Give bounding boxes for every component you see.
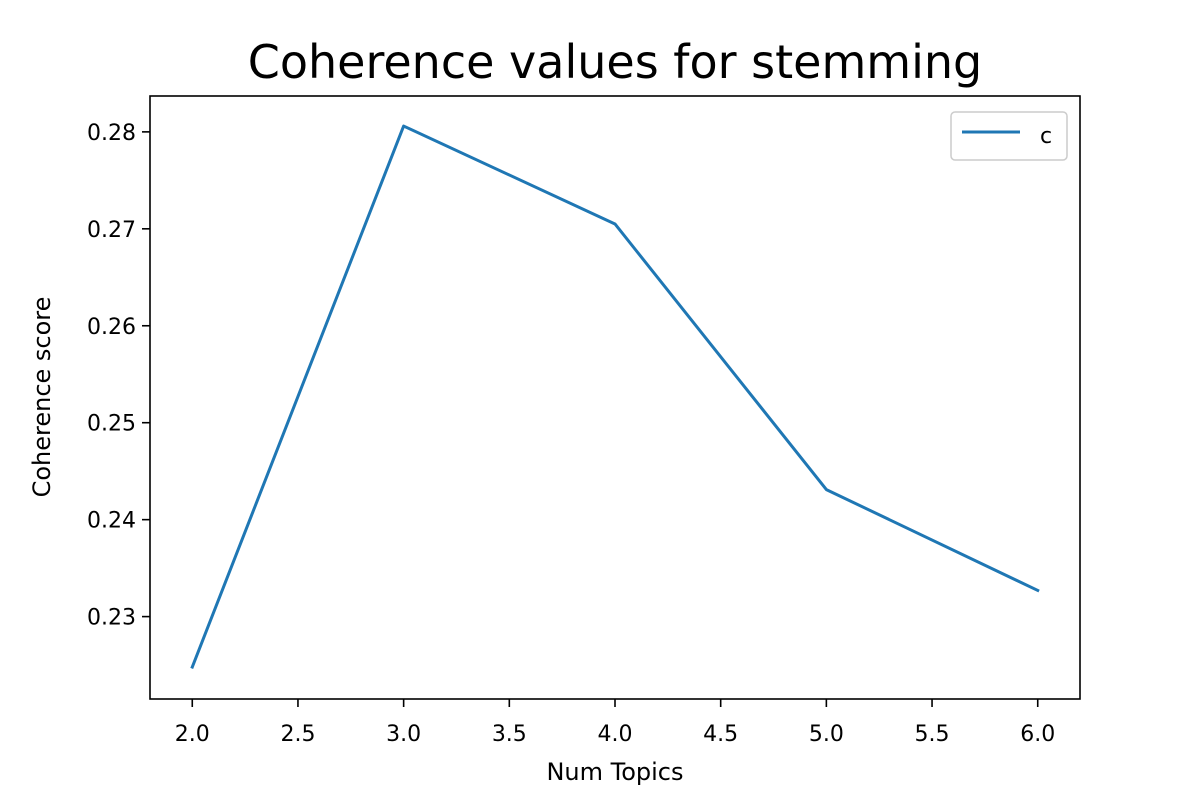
y-tick-label-0: 0.23 [87, 606, 136, 631]
x-tick-label-6: 5.0 [809, 722, 844, 747]
ticks-layer: 2.0 2.5 3.0 3.5 4.0 4.5 5.0 5.5 6.0 0.23 0.24 0.25 0… [87, 121, 1055, 747]
x-tick-label-5: 4.5 [703, 722, 738, 747]
y-tick-label-4: 0.27 [87, 218, 136, 243]
x-tick-label-8: 6.0 [1020, 722, 1055, 747]
x-tick-label-4: 4.0 [598, 722, 633, 747]
series-line-0 [190, 124, 1040, 669]
y-tick-label-2: 0.25 [87, 412, 136, 437]
series-layer [190, 124, 1040, 669]
x-axis-label: Num Topics [546, 758, 683, 786]
x-tick-label-3: 3.5 [492, 722, 527, 747]
x-tick-label-0: 2.0 [175, 722, 210, 747]
x-tick-label-7: 5.5 [915, 722, 950, 747]
chart-title: Coherence values for stemming [248, 35, 982, 89]
legend-label: c [1040, 124, 1052, 149]
legend-box [950, 111, 1068, 161]
plot-area-frame [149, 95, 1081, 700]
y-axis-label: Coherence score [28, 297, 56, 498]
y-tick-label-1: 0.24 [87, 509, 136, 534]
y-tick-label-3: 0.26 [87, 315, 136, 340]
legend: c [950, 111, 1068, 161]
x-tick-label-1: 2.5 [280, 722, 315, 747]
y-tick-label-5: 0.28 [87, 121, 136, 146]
x-tick-label-2: 3.0 [386, 722, 421, 747]
